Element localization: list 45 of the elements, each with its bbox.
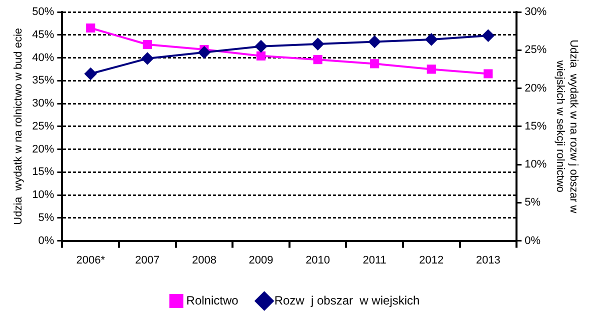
point	[255, 40, 267, 52]
x-tick-label: 2007	[135, 254, 160, 266]
y-tick-label: 5%	[38, 212, 54, 224]
y-tick-label: 25%	[32, 120, 54, 132]
y-tick-label: 20%	[32, 143, 54, 156]
y2-tick-label: 10%	[524, 158, 547, 171]
point	[482, 30, 494, 42]
x-tick-label: 2010	[306, 254, 330, 266]
point	[368, 36, 381, 48]
y2-tick-label: 0%	[524, 234, 541, 247]
y2-tick-label: 30%	[524, 6, 547, 18]
point	[142, 40, 152, 50]
y2-axis-title: Udzia wydatk w na rozw j obszar w wiejskich w sekcji rolnictwo	[554, 40, 580, 214]
y-tick-label: 40%	[32, 52, 54, 64]
y2-tick-label: 20%	[524, 82, 547, 94]
y2-tick-label: 5%	[524, 196, 541, 209]
y-tick-label: 50%	[32, 6, 54, 18]
x-tick-label: 2012	[419, 254, 444, 266]
point	[484, 69, 493, 78]
y-tick-label: 0%	[38, 234, 54, 247]
point	[256, 51, 266, 60]
x-tick-label: 2013	[476, 254, 500, 266]
y-tick-label: 30%	[32, 98, 54, 110]
legend-label: Rolnictwo	[186, 293, 239, 308]
point	[198, 46, 210, 58]
x-tick-label: 2006*	[76, 254, 106, 266]
legend-label: Rozw j obszar w wiejskich	[274, 293, 420, 308]
point	[426, 64, 436, 74]
point	[86, 23, 96, 33]
y2-tick-label: 25%	[524, 44, 547, 56]
point	[370, 59, 380, 68]
y-tick-label: 15%	[32, 166, 54, 178]
point	[141, 52, 154, 65]
y-tick-label: 35%	[32, 74, 54, 87]
y2-tick-label: 15%	[524, 120, 547, 132]
point	[313, 55, 322, 64]
x-tick-label: 2008	[192, 254, 216, 266]
x-tick-label: 2009	[248, 254, 274, 266]
y-tick-label: 45%	[32, 28, 54, 41]
point	[312, 38, 324, 50]
x-tick-label: 2011	[362, 254, 386, 266]
point	[84, 68, 97, 80]
y-tick-label: 10%	[32, 189, 54, 202]
y-axis-title: Udzia wydatk w na rolnictwo w bud ecie	[12, 28, 25, 225]
point	[425, 33, 438, 46]
